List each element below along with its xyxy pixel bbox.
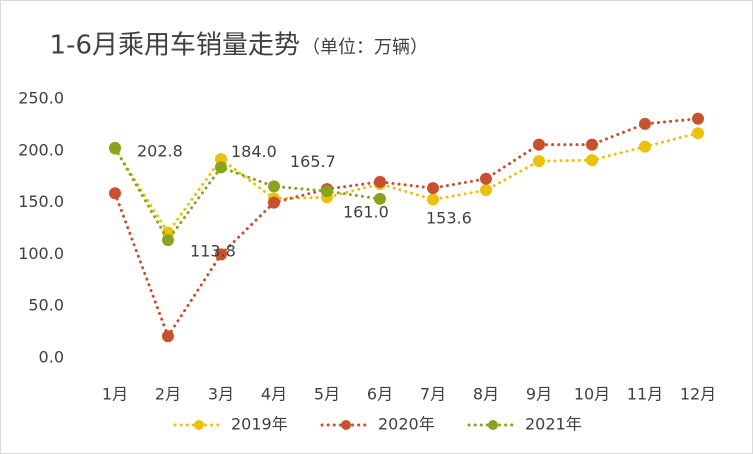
x-tick-label: 5月 [314,385,340,404]
legend-marker [341,420,351,430]
data-point [215,153,227,166]
data-point [692,112,704,125]
series-line [113,117,700,340]
x-tick-label: 2月 [155,385,181,404]
data-point [268,196,280,209]
data-point [109,187,121,200]
data-point [427,182,439,195]
data-point [480,184,492,197]
legend-label: 2019年 [231,415,288,434]
data-point [533,155,545,168]
data-point [215,248,227,261]
data-point [268,180,280,193]
x-tick-label: 6月 [367,385,393,404]
x-tick-label: 4月 [261,385,287,404]
data-point [639,117,651,130]
x-tick-label: 9月 [526,385,552,404]
data-point [586,138,598,151]
data-point [427,193,439,206]
x-tick-label: 1月 [102,385,128,404]
x-tick-label: 12月 [680,385,716,404]
x-tick-label: 11月 [627,385,663,404]
data-point [533,138,545,151]
x-tick-label: 3月 [208,385,234,404]
data-label: 165.7 [290,152,336,171]
series-line [113,146,382,243]
legend-marker [194,420,204,430]
data-point [374,175,386,188]
data-label: 184.0 [231,142,277,161]
legend-label: 2021年 [525,415,582,434]
data-point [480,172,492,185]
data-label: 153.6 [426,208,472,227]
data-point [321,185,333,198]
legend-marker [488,420,498,430]
data-point [586,154,598,167]
data-point [692,127,704,140]
y-tick-label: 100.0 [18,244,64,263]
y-tick-label: 0.0 [39,348,64,367]
y-tick-label: 250.0 [18,89,64,108]
data-point [162,234,174,247]
y-tick-label: 200.0 [18,140,64,159]
data-label: 113.8 [190,242,236,261]
data-point [109,141,121,154]
x-tick-label: 8月 [473,385,499,404]
y-tick-label: 50.0 [28,296,64,315]
legend-label: 2020年 [378,415,435,434]
data-label: 202.8 [137,141,183,160]
series-line [113,131,700,236]
data-point [639,140,651,153]
y-tick-label: 150.0 [18,192,64,211]
data-point [162,330,174,343]
chart-subtitle: （单位：万辆） [302,37,428,58]
chart-title: 1-6月乘用车销量走势 [50,31,300,61]
x-tick-label: 7月 [420,385,446,404]
data-label: 161.0 [343,203,389,222]
x-tick-label: 10月 [574,385,610,404]
data-point [215,161,227,174]
data-point [374,192,386,205]
